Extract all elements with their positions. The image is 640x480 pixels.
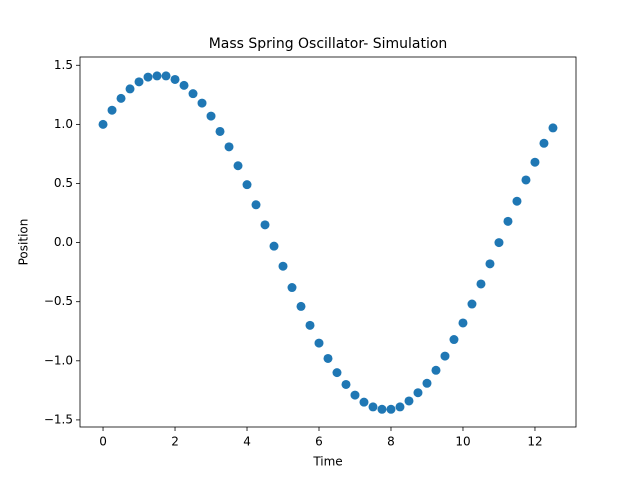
point (404, 396, 414, 406)
point (512, 196, 522, 206)
point (179, 80, 189, 90)
y-tick-label: 1.5 (54, 58, 73, 72)
chart-title: Mass Spring Oscillator- Simulation (209, 36, 448, 52)
point (449, 335, 459, 345)
point (278, 261, 288, 271)
point (188, 89, 198, 99)
point (125, 84, 135, 94)
point (350, 390, 360, 400)
point (521, 175, 531, 185)
point (395, 402, 405, 412)
point (305, 320, 315, 330)
point (134, 77, 144, 87)
point (332, 368, 342, 378)
point (296, 301, 306, 311)
x-tick-label: 0 (99, 435, 107, 449)
y-tick-label: 0.5 (54, 176, 73, 190)
y-tick-label: −1.0 (44, 353, 73, 367)
x-tick-label: 2 (171, 435, 179, 449)
y-tick-label: −1.5 (44, 412, 73, 426)
point (368, 402, 378, 412)
point (170, 74, 180, 84)
point (233, 161, 243, 171)
point (98, 119, 108, 129)
x-tick-label: 4 (243, 435, 251, 449)
point (359, 397, 369, 407)
point (197, 98, 207, 108)
point (143, 72, 153, 82)
point (152, 71, 162, 81)
point (539, 138, 549, 148)
point (494, 238, 504, 248)
point (503, 216, 513, 226)
point (323, 353, 333, 363)
point (215, 126, 225, 136)
point (467, 299, 477, 309)
point (161, 71, 171, 81)
y-tick-label: 1.0 (54, 117, 73, 131)
point (476, 279, 486, 289)
point (431, 365, 441, 375)
point (413, 388, 423, 398)
y-tick-label: −0.5 (44, 294, 73, 308)
point (422, 378, 432, 388)
point (260, 220, 270, 230)
point (287, 283, 297, 293)
y-axis-label: Position (17, 219, 31, 266)
point (224, 142, 234, 152)
x-tick-label: 10 (455, 435, 470, 449)
point (485, 259, 495, 269)
point (377, 404, 387, 414)
point (440, 351, 450, 361)
point (269, 241, 279, 251)
x-axis-label: Time (312, 455, 342, 469)
point (251, 200, 261, 210)
point (206, 111, 216, 121)
x-tick-label: 8 (387, 435, 395, 449)
point (530, 157, 540, 167)
point (548, 123, 558, 133)
point (107, 105, 117, 115)
y-tick-label: 0.0 (54, 235, 73, 249)
plot-frame (79, 56, 577, 428)
point (116, 93, 126, 103)
x-tick-label: 6 (315, 435, 323, 449)
point (386, 404, 396, 414)
point (341, 379, 351, 389)
point (242, 180, 252, 190)
x-tick-label: 12 (527, 435, 542, 449)
point (314, 338, 324, 348)
point (458, 318, 468, 328)
